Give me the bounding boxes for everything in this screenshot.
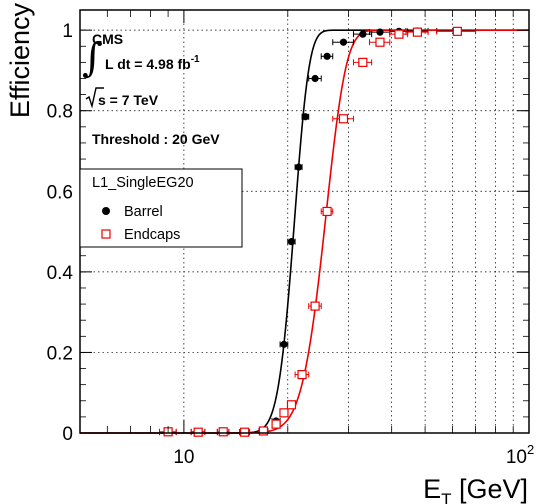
data-point xyxy=(279,408,289,418)
y-tick-label: 0 xyxy=(62,424,73,445)
legend-marker-endcaps xyxy=(101,229,111,239)
data-point xyxy=(310,301,320,311)
legend-entry-barrel: Barrel xyxy=(124,204,163,220)
grid xyxy=(80,10,529,433)
data-point xyxy=(297,369,307,380)
data-point xyxy=(240,427,250,437)
cms-label: CMS xyxy=(92,31,123,47)
lumi-text: L dt = 4.98 fb xyxy=(105,56,191,72)
x-axis-label: ET [GeV] xyxy=(423,474,528,504)
data-point xyxy=(218,427,228,437)
data-point xyxy=(339,38,348,46)
data-point xyxy=(322,206,332,217)
legend: L1_SingleEG20 Barrel Endcaps xyxy=(79,168,243,248)
series-endcaps xyxy=(159,26,477,437)
data-point xyxy=(338,114,349,124)
x-tick-label: 10 xyxy=(173,447,194,468)
lumi-exponent: -1 xyxy=(191,54,200,65)
data-point xyxy=(394,29,404,39)
data-point xyxy=(286,400,297,410)
data-point xyxy=(301,113,310,121)
y-tick-label: 1 xyxy=(62,21,73,42)
x-tick-label: 102 xyxy=(506,442,534,468)
sqrt-sign xyxy=(85,87,104,109)
data-point xyxy=(280,340,288,348)
data-point xyxy=(375,37,385,47)
legend-title: L1_SingleEG20 xyxy=(92,175,194,191)
integral-sign: ∫ xyxy=(82,35,103,81)
threshold-label: Threshold : 20 GeV xyxy=(92,131,220,147)
energy-label: s = 7 TeV xyxy=(98,92,159,108)
data-point xyxy=(358,57,368,67)
x-axis-label-sub: T xyxy=(441,490,451,504)
y-tick-label: 0.2 xyxy=(47,343,73,364)
axis-ticks: 0 0.2 0.4 0.6 0.8 1 10 102 xyxy=(47,10,534,468)
y-axis-label: Efficiency xyxy=(5,3,35,119)
data-point xyxy=(258,426,269,436)
data-points xyxy=(159,26,477,437)
data-point xyxy=(323,52,331,60)
data-point xyxy=(412,27,423,37)
y-tick-label: 0.6 xyxy=(47,182,73,203)
legend-marker-barrel xyxy=(102,207,110,215)
data-point xyxy=(295,163,303,171)
y-tick-label: 0.4 xyxy=(47,263,74,284)
data-point xyxy=(287,238,296,246)
x-axis-label-main: E xyxy=(423,474,441,504)
data-point xyxy=(359,30,367,38)
data-point xyxy=(452,26,462,36)
y-tick-label: 0.8 xyxy=(47,102,73,123)
data-point xyxy=(311,74,319,83)
lumi-label: L dt = 4.98 fb-1 xyxy=(105,54,200,72)
data-point xyxy=(376,28,384,36)
annotations: CMS ∫ L dt = 4.98 fb-1 s = 7 TeV Thresho… xyxy=(82,31,220,147)
x-axis-label-unit: [GeV] xyxy=(451,474,528,504)
data-point xyxy=(193,427,203,437)
legend-entry-endcaps: Endcaps xyxy=(124,227,180,243)
data-point xyxy=(271,419,281,429)
